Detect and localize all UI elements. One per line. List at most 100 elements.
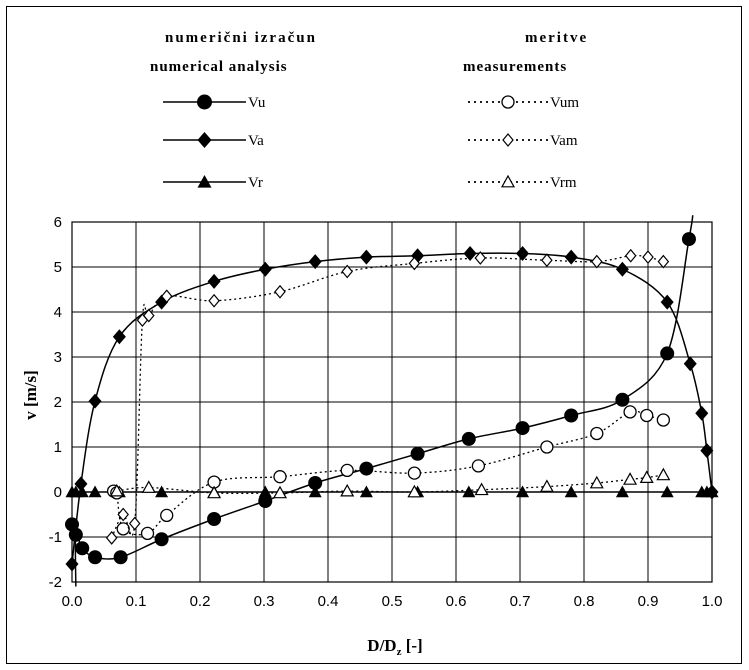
series-vam — [105, 248, 670, 545]
x-tick-label: 0.2 — [190, 593, 211, 610]
legend-label-va: Va — [248, 133, 264, 149]
data-point-va — [660, 294, 674, 310]
header-right-line1: meritve — [525, 30, 588, 46]
data-point-vum — [160, 508, 174, 523]
chart-frame — [6, 6, 742, 664]
data-point-vu — [660, 346, 675, 361]
data-point-vu — [154, 532, 169, 547]
data-point-va — [359, 249, 373, 265]
data-point-vu — [515, 421, 530, 436]
data-point-va — [65, 556, 79, 572]
x-tick-label: 0.9 — [638, 593, 659, 610]
data-point-vr — [75, 485, 89, 498]
series-va — [65, 246, 719, 572]
data-point-vam — [341, 264, 353, 279]
x-tick-label: 0.3 — [254, 593, 275, 610]
data-point-vum — [340, 463, 354, 478]
header-left-line2: numerical analysis — [150, 59, 288, 75]
legend-marker-vr — [197, 175, 212, 188]
data-point-vum — [540, 440, 554, 454]
data-point-vrm — [656, 467, 671, 481]
data-point-vr — [308, 485, 322, 498]
data-point-vr — [564, 485, 578, 498]
data-point-vam — [274, 284, 286, 299]
data-point-vrm — [407, 484, 422, 498]
y-tick-label: 6 — [54, 214, 62, 231]
legend-marker-va — [197, 132, 212, 148]
data-point-vrm — [272, 485, 288, 499]
legend: Vu Va Vr Vum Vam Vrm — [163, 94, 579, 191]
x-tick-label: 0.0 — [62, 593, 83, 610]
data-point-vr — [462, 485, 476, 498]
y-tick-label: 2 — [54, 394, 62, 411]
x-axis-label-sub: z — [397, 646, 402, 658]
data-point-va — [74, 476, 88, 492]
x-tick-label: 1.0 — [702, 593, 723, 610]
data-point-vam — [408, 256, 421, 271]
data-point-vam — [474, 251, 487, 265]
x-tick-label: 0.1 — [126, 593, 147, 610]
ticks: 0.0 0.1 0.2 0.3 0.4 0.5 0.6 0.7 0.8 0.9 1.0 -2 -1 0 1 2… — [49, 214, 723, 610]
data-point-vr — [258, 485, 272, 498]
legend-marker-vu — [197, 94, 212, 110]
data-point-vam — [657, 254, 670, 269]
data-point-vrm — [141, 480, 156, 493]
data-point-vu — [207, 512, 222, 526]
y-axis-label: v [m/s] — [21, 370, 40, 420]
data-point-va — [516, 246, 530, 261]
data-point-vam — [105, 530, 118, 545]
y-tick-label: 3 — [54, 349, 62, 366]
y-tick-label: 4 — [54, 304, 62, 321]
series-line-vu — [74, 215, 694, 587]
series-line-vam — [111, 254, 664, 539]
data-point-vr — [516, 485, 530, 498]
data-point-vrm — [109, 483, 124, 497]
data-point-va — [695, 405, 709, 421]
data-point-va — [700, 443, 714, 459]
series-line-vrm — [116, 474, 664, 495]
legend-label-vu: Vu — [248, 95, 266, 111]
data-point-va — [564, 249, 578, 265]
plot-area — [65, 215, 719, 587]
data-point-va — [112, 329, 126, 345]
series-vum — [106, 405, 671, 541]
data-point-vam — [128, 516, 141, 531]
data-point-vrm — [340, 483, 355, 497]
data-point-vr — [88, 485, 102, 498]
data-point-vum — [471, 459, 486, 473]
y-tick-label: 1 — [54, 439, 62, 456]
data-point-va — [683, 356, 697, 372]
x-axis-label-unit: [-] — [401, 636, 422, 655]
data-point-va — [207, 273, 221, 289]
data-point-vr — [155, 485, 169, 498]
data-point-vum — [273, 470, 287, 484]
data-point-vu — [410, 446, 425, 461]
data-point-vu — [615, 392, 630, 407]
data-point-vrm — [207, 485, 222, 499]
series-layer — [65, 215, 719, 587]
data-point-vrm — [623, 472, 638, 485]
legend-marker-vrm — [500, 174, 516, 188]
data-point-vrm — [589, 475, 604, 489]
data-point-va — [463, 246, 477, 261]
data-point-vr — [660, 485, 674, 498]
data-point-vam — [143, 308, 155, 323]
data-point-va — [308, 254, 322, 270]
x-tick-label: 0.4 — [318, 593, 339, 610]
data-point-va — [615, 261, 629, 277]
data-point-vr — [615, 485, 629, 498]
data-point-vrm — [639, 470, 654, 483]
x-axis-label-main: D/D — [367, 636, 396, 655]
data-point-vam — [642, 250, 654, 265]
data-point-vrm — [474, 482, 489, 496]
plot-border — [71, 221, 713, 583]
data-point-vu — [308, 476, 323, 490]
grid — [71, 221, 713, 583]
data-point-vam — [541, 253, 553, 268]
series-line-vum — [112, 410, 664, 536]
data-point-vr — [705, 485, 719, 498]
data-point-vam — [117, 507, 129, 522]
data-point-vum — [656, 413, 671, 427]
data-point-vu — [681, 232, 696, 247]
y-tick-label: 0 — [54, 484, 62, 501]
